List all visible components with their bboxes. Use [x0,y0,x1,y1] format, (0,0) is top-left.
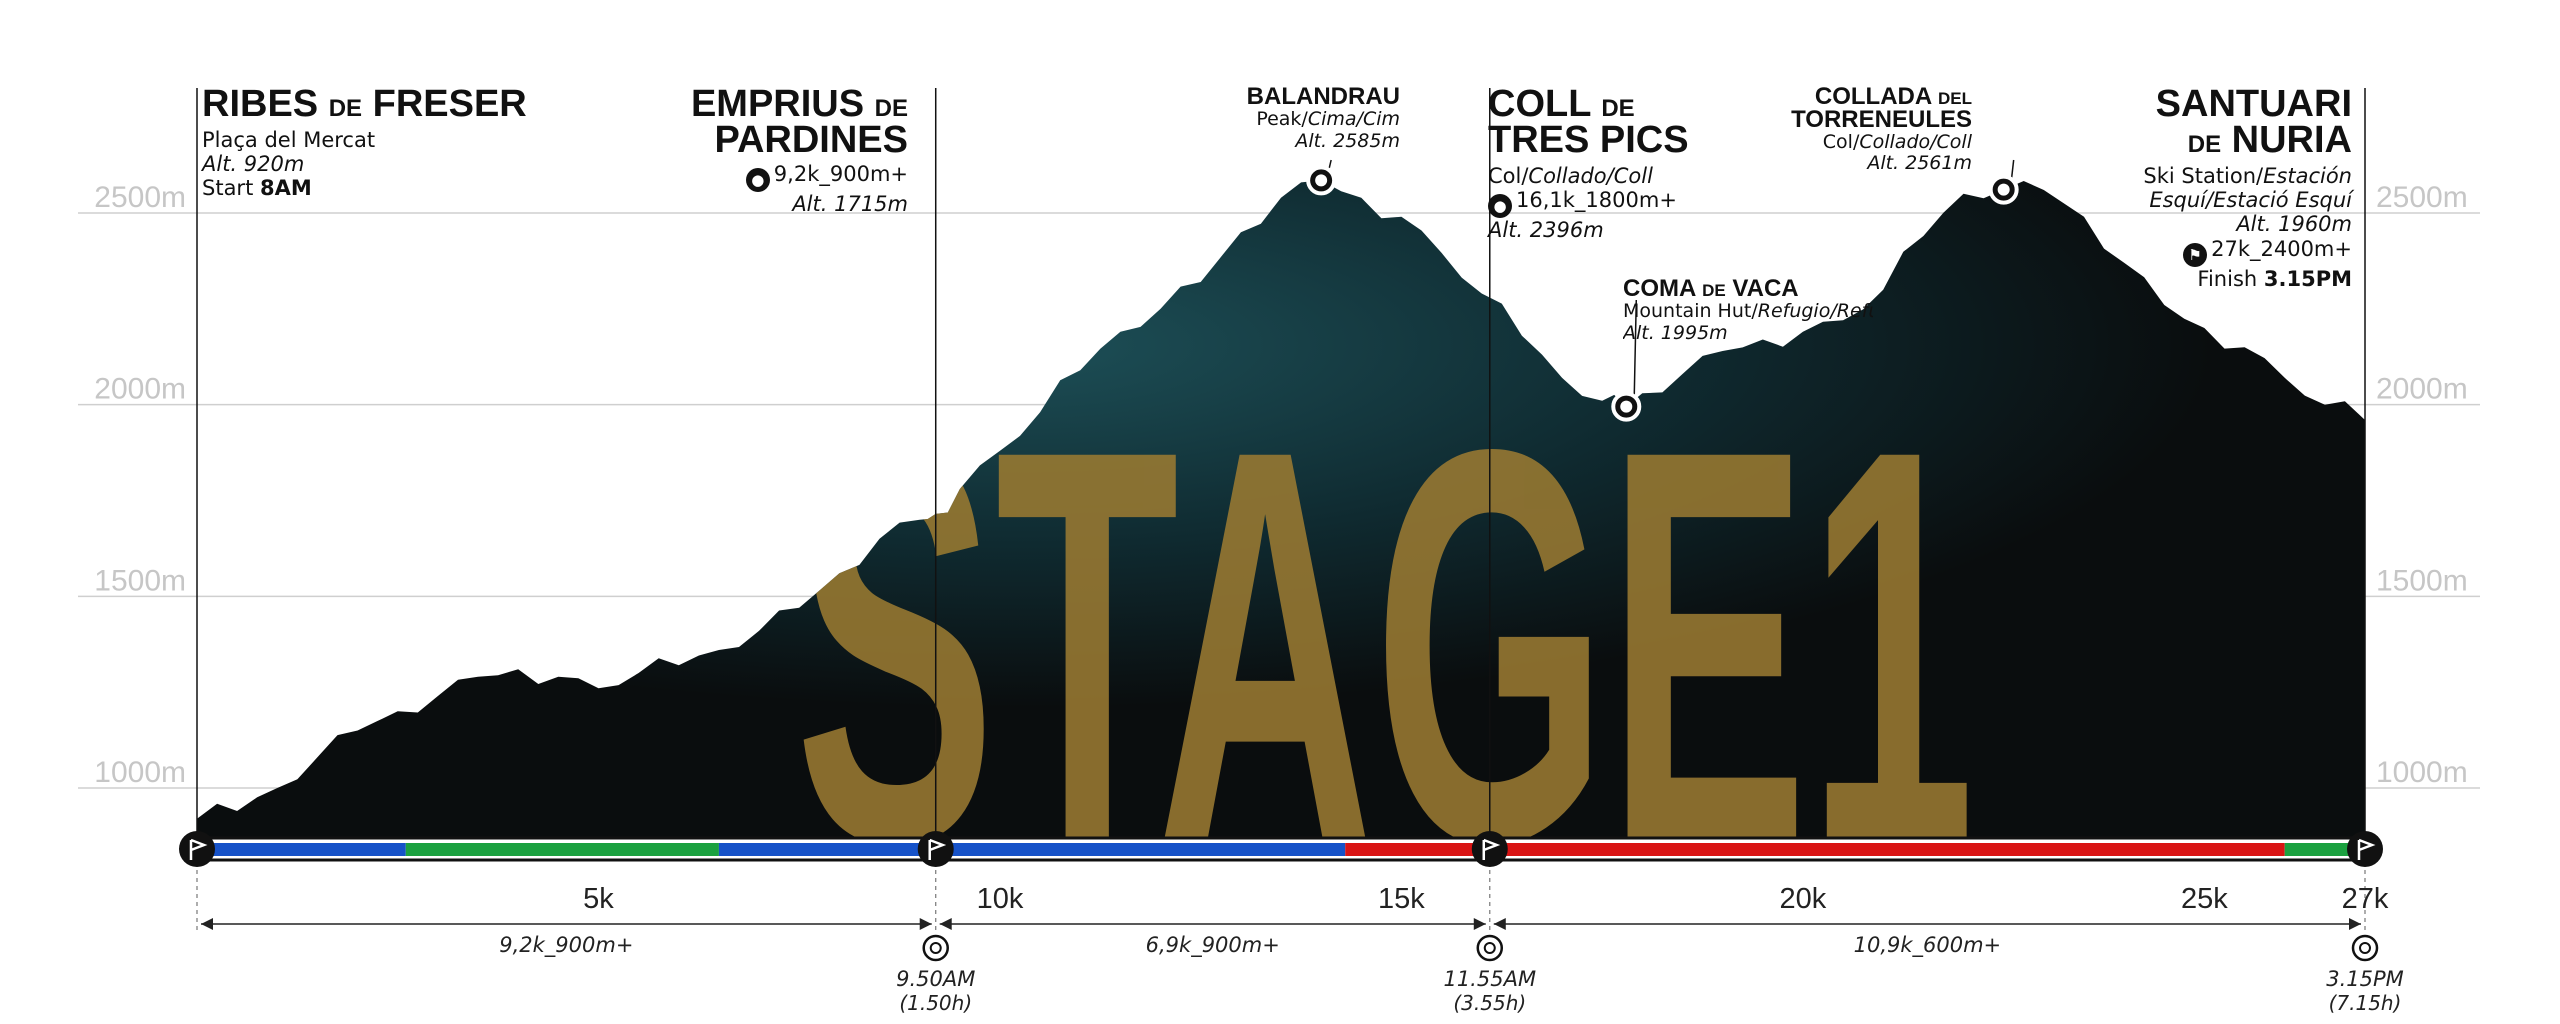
time-marker: 11.55AM(3.55h) [1443,934,1536,1015]
y-tick-label: 1000m [2376,756,2468,789]
y-tick-label: 2000m [94,373,186,406]
checkpoint-glyph [928,838,947,860]
clock-icon [922,934,949,962]
finish-flag-icon: ⚑ [2183,242,2208,267]
altitude: Alt. 1715m [792,192,908,217]
section-summary: 6,9k_900m+ [1146,933,1280,958]
checkpoint-glyph [2357,838,2376,860]
arrow-right-icon [2349,918,2361,930]
altitude: Alt. 920m [202,152,305,177]
label-coma-de-vaca: COMA DE VACA Mountain Hut/Refugio/Refugi… [1623,278,1873,344]
arrival-time: 9.50AM [896,967,975,991]
x-tick-label: 15k [1378,883,1425,915]
track-segment [2284,843,2365,856]
label-collada-del-torreneules: COLLADA DEL TORRENEULES Col/Collado/Coll… [1791,83,1972,175]
elapsed-time: (1.50h) [899,991,972,1015]
location-pin-icon: ● [1488,194,1512,219]
arrival-time: 11.55AM [1443,967,1536,991]
time-marker: 9.50AM(1.50h) [896,934,975,1015]
y-tick-label: 1500m [2376,564,2468,597]
x-tick-label: 20k [1780,883,1827,915]
y-tick-label: 1000m [94,756,186,789]
track-segment [718,843,1346,856]
clock-icon-inner [1483,942,1496,954]
track-segment [1345,843,2285,856]
clock-icon [1476,934,1504,962]
label-ribes-de-freser: RIBES DE FRESER Plaça del Mercat Alt. 92… [202,83,527,201]
clock-icon [2351,934,2379,962]
y-tick-label: 2500m [2376,181,2468,214]
location-desc: Plaça del Mercat [202,128,376,153]
label-emprius-de-pardines: EMPRIUS DE PARDINES ● 9,2k_900m+ Alt. 171… [690,83,908,217]
time-marker: 3.15PM(7.15h) [2326,934,2404,1015]
checkpoint-glyph [1482,838,1501,860]
section-summary: 9,2k_900m+ [499,933,633,958]
section-summary: 10,9k_600m+ [1854,933,2002,958]
finish-time: Finish 3.15PM [2197,266,2352,291]
x-tick-label: 25k [2181,883,2228,915]
waypoint-marker-core [1997,183,2010,196]
x-tick-label: 5k [583,883,614,915]
clock-icon-inner [2359,942,2371,954]
clock-icon-inner [929,942,942,954]
leader-line [2010,159,2015,178]
arrow-right-icon [1473,918,1486,930]
waypoint-marker-core [1315,174,1328,187]
leader-line [1633,299,1638,395]
arrow-left-icon [201,918,213,930]
checkpoint-glyph [189,838,208,860]
arrow-left-icon [1493,918,1506,930]
start-time: Start 8AM [202,176,312,201]
elapsed-time: (3.55h) [1453,991,1526,1015]
elapsed-time: (7.15h) [2329,991,2402,1015]
location-pin-icon: ● [745,168,770,193]
x-tick-label: 27k [2342,883,2389,915]
label-balandrau: BALANDRAU Peak/Cima/Cim Alt. 2585m [1246,83,1400,152]
track-segment [405,843,719,856]
label-coll-de-tres-pics: COLL DE TRES PICS Col/Collado/Coll ● 16,1… [1488,83,1689,243]
elevation-profile-area [197,180,2365,840]
arrival-time: 3.15PM [2326,967,2404,991]
arrow-right-icon [919,918,932,930]
y-tick-label: 2500m [94,181,186,214]
stage-title: STAGE1 [795,333,1975,959]
label-santuari-de-nuria: SANTUARI DE NURIA Ski Station/Estación E… [2143,83,2352,291]
y-tick-label: 1500m [94,564,186,597]
x-tick-label: 10k [977,883,1024,915]
track-segment [197,843,406,856]
y-tick-label: 2000m [2376,373,2468,406]
waypoint-marker-core [1620,400,1633,413]
arrow-left-icon [939,918,952,930]
leader-line [1328,159,1332,169]
